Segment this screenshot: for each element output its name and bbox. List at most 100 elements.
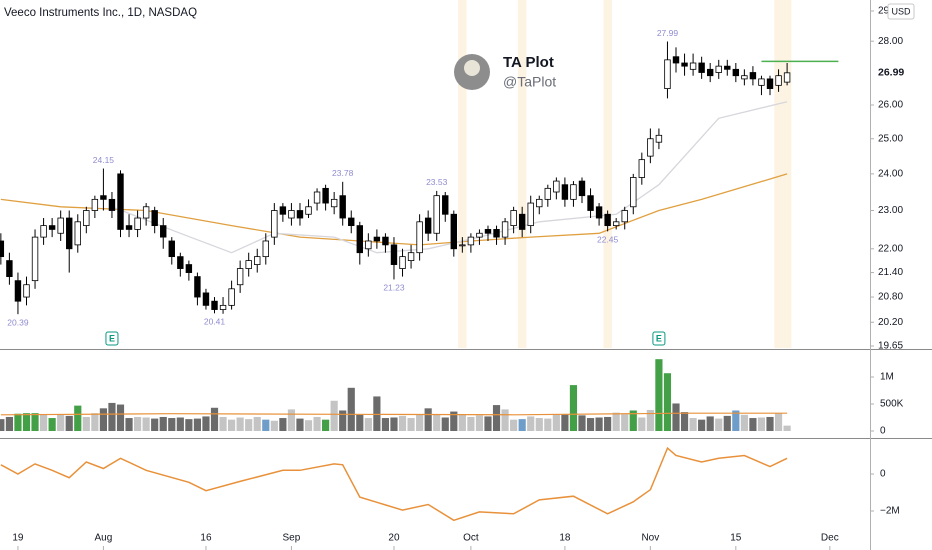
candle-body [732,68,740,77]
volume-bar [595,417,603,432]
y-tick-label: 22.00 [878,243,903,254]
volume-bar [202,416,210,432]
volume-bar [518,419,526,432]
candle-body [40,225,47,238]
candle-body [621,210,628,223]
volume-bar [578,415,586,432]
volume-bar [492,405,501,432]
volume-bar [629,410,637,432]
candle-body [706,68,714,77]
volume-bar [732,410,740,432]
candle-body [433,195,440,234]
earnings-marker [652,331,666,346]
candle-body [348,217,355,227]
candle-body [382,236,389,246]
volume-bar [484,416,492,432]
candle-body [715,65,722,73]
candle-body [390,244,398,265]
volume-bar [347,387,355,432]
candle-body [0,240,5,258]
currency: USD [891,6,911,16]
low-label: 20.41 [204,317,226,327]
candle-body [330,198,338,208]
volume-bar [501,409,509,432]
candle-body [236,268,244,286]
chart-title: Veeco Instruments Inc., 1D, NASDAQ [4,7,197,19]
candle-body [672,56,680,64]
volume-bar [168,418,176,432]
volume-tick-label: 0 [880,426,886,437]
y-tick-label: 24.00 [878,169,903,180]
x-tick-label: 15 [730,533,742,544]
volume-bar [108,402,116,432]
low-label: 21.23 [383,283,405,293]
volume-bar [57,414,65,432]
candle-body [160,225,167,238]
candle-body [587,195,594,211]
volume-bar [185,419,193,432]
volume-bar [210,407,219,432]
candle-body [134,217,141,230]
volume-bar [552,414,560,432]
high-label: 24.15 [93,155,115,165]
volume-bar [569,385,578,432]
candle-body [459,244,466,247]
candle-body [741,75,748,80]
volume-bar [176,417,184,432]
volume-average [0,412,788,416]
candle-body [527,202,534,227]
candle-body [510,210,517,227]
candle-body [536,198,543,208]
candle-body [356,225,363,254]
volume-bar [0,419,5,432]
volume-bar [91,413,99,432]
y-tick-label: 20.80 [878,292,903,303]
candle-body [91,198,99,211]
candle-body [638,159,646,178]
candle-body [313,191,321,204]
candle-body [288,210,295,219]
candle-body [57,217,64,234]
volume-bar [646,409,654,432]
earnings-marker [105,331,119,346]
volume-bar [279,418,287,432]
candle-body [450,213,458,250]
y-tick-label: 26.00 [878,100,903,111]
volume-bar [193,418,202,432]
volume-bar [313,416,321,432]
volume-bar [612,412,620,432]
volume-bar [757,417,766,432]
volume-bar [390,417,398,432]
candle-body [66,217,73,250]
candle-body [254,256,261,265]
candle-body [228,288,235,306]
earnings-label: E [656,333,662,343]
candle-body [630,177,637,208]
volume-bar [322,419,330,432]
candle-body [322,187,329,204]
volume-bar [381,418,390,432]
candle-body [373,236,381,242]
volume-bar [723,415,731,432]
volume-bar [142,417,150,432]
volume-bar [663,373,672,432]
volume-bar [441,417,449,432]
volume-bar [245,419,253,432]
candle-body [647,138,654,157]
x-tick-label: 19 [12,533,24,544]
volume-bar [510,419,518,432]
candle-body [202,292,210,306]
volume-bar [783,425,791,432]
candle-body [168,240,175,258]
volume-bar [689,418,697,432]
candle-body [407,252,415,261]
candle-body [570,184,577,200]
x-tick-label: 16 [200,533,212,544]
candle-body [544,187,552,200]
volume-bar [31,413,39,432]
volume-bar [219,416,227,432]
candle-body [245,260,252,269]
candle-body [23,284,30,298]
candle-body [604,213,611,227]
candle-body [125,225,133,230]
